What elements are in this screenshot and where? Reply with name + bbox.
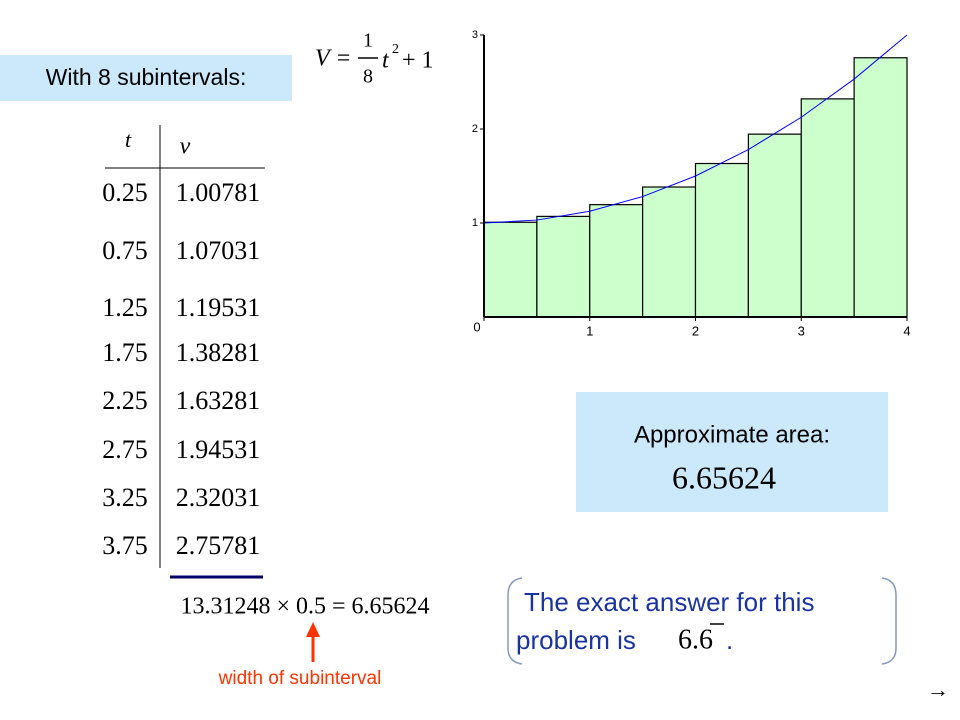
bar [642,186,697,318]
table-cell: 2.32031 [176,483,261,512]
approx-value: 6.65624 [672,459,776,495]
table-cell: 1.63281 [176,386,261,415]
x-tick-label: 0 [473,319,480,334]
curve [483,34,908,224]
formula-numerator: 1 [363,30,373,52]
y-tick-label: 2 [472,123,478,135]
table-cell: 1.19531 [176,293,261,322]
bar [536,215,591,318]
bar [589,204,644,318]
table-cell: 2.75 [102,435,148,464]
sum-line: 13.31248 × 0.5 = 6.65624 [180,594,429,620]
formula-denominator: 8 [363,66,373,88]
formula: V = 1 8 t 2 + 1 [315,30,434,88]
table-cell: 1.25 [102,293,148,322]
formula-exponent: 2 [392,42,399,57]
exact-line2: problem is [516,625,636,655]
exact-line1: The exact answer for this [524,587,814,617]
x-tick-label: 1 [586,323,593,338]
annotation: width of subinterval [218,668,382,689]
bar [694,162,749,318]
table-cell: 2.25 [102,386,148,415]
table-cell: 1.94531 [176,435,261,464]
table-cell: 0.25 [102,178,148,207]
bar [800,98,855,318]
bracket-right [881,577,897,665]
formula-rest: + 1 [402,48,434,74]
column-header: v [180,134,191,160]
title-box [0,55,292,101]
table-cell: 3.25 [102,483,148,512]
bar [747,133,802,318]
table-cell: 0.75 [102,236,148,265]
table-cell: 3.75 [102,531,148,560]
exact-value: 6.6 [678,624,713,655]
table-cell: 2.75781 [176,531,261,560]
approx-label: Approximate area: [634,421,830,448]
x-tick-label: 3 [798,323,805,338]
table-cell: 1.38281 [176,338,261,367]
annotation-arrowhead [306,622,320,637]
next-arrow[interactable]: → [927,677,949,702]
y-tick-label: 1 [472,217,478,229]
bracket-left [507,577,523,665]
exact-end: . [726,625,733,655]
x-tick-label: 2 [692,323,699,338]
column-header: t [125,127,132,152]
formula-variable: t [382,48,390,74]
table-cell: 1.00781 [176,178,261,207]
table-cell: 1.75 [102,338,148,367]
chart: 0 1 2 3 4 1 2 3 [472,29,911,339]
bar [853,57,908,318]
bar [483,221,538,318]
table-cell: 1.07031 [176,236,261,265]
formula-lhs: V = [315,46,351,72]
title: With 8 subintervals: [46,64,247,90]
x-tick-label: 4 [903,323,910,338]
y-tick-label: 3 [472,29,478,41]
approx-box [576,392,888,512]
